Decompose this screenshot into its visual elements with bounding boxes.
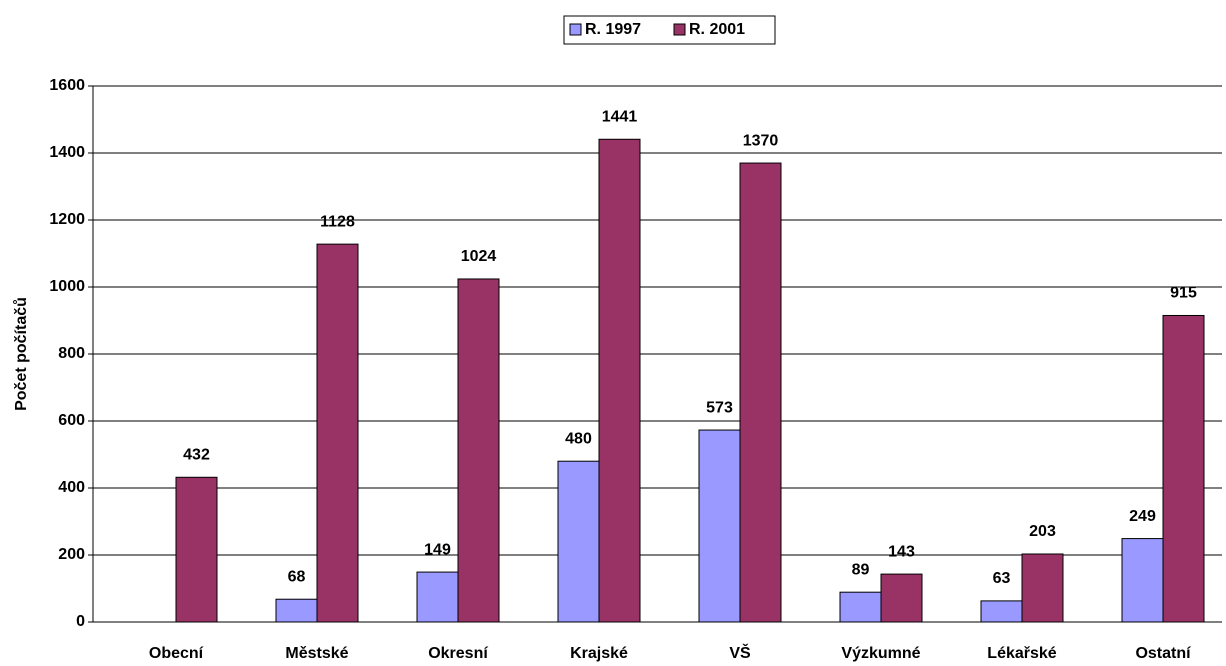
data-label: 1024 — [461, 248, 497, 265]
data-label: 915 — [1170, 285, 1197, 302]
data-label: 143 — [888, 543, 915, 560]
bar — [416, 571, 459, 623]
legend-label: R. 1997 — [585, 21, 641, 38]
legend-swatch — [673, 23, 686, 36]
data-label: 573 — [706, 399, 733, 416]
bar — [275, 598, 318, 623]
y-tick-label: 1600 — [49, 77, 85, 94]
bar — [1162, 314, 1205, 623]
legend-label: R. 2001 — [689, 21, 745, 38]
data-label: 149 — [424, 541, 451, 558]
x-tick-label: Městské — [285, 645, 348, 662]
legend-swatch — [569, 23, 582, 36]
x-tick-label: Ostatní — [1135, 645, 1191, 662]
y-tick-label: 600 — [58, 412, 85, 429]
y-tick-label: 400 — [58, 479, 85, 496]
bar — [557, 460, 600, 623]
y-tick-label: 200 — [58, 546, 85, 563]
bar — [1021, 553, 1064, 623]
y-tick-label: 1000 — [49, 278, 85, 295]
bar — [316, 243, 359, 623]
data-label: 480 — [565, 430, 592, 447]
data-label: 63 — [993, 570, 1011, 587]
bar — [880, 573, 923, 623]
data-label: 1128 — [320, 213, 355, 230]
x-tick-label: Okresní — [428, 645, 488, 662]
y-axis-label: Počet počítačů — [13, 297, 30, 411]
x-tick-label: Lékařské — [987, 645, 1056, 662]
bar — [1121, 538, 1164, 623]
x-tick-label: Výzkumné — [841, 645, 920, 662]
y-tick-label: 1400 — [49, 144, 85, 161]
data-label: 68 — [288, 568, 306, 585]
x-tick-label: Krajské — [570, 645, 628, 662]
data-label: 1441 — [602, 108, 638, 125]
bar — [980, 600, 1023, 623]
bar — [457, 278, 500, 623]
y-tick-label: 800 — [58, 345, 85, 362]
bar — [739, 162, 782, 623]
y-tick-label: 0 — [76, 613, 85, 630]
data-label: 432 — [183, 446, 210, 463]
bar — [175, 476, 218, 623]
data-label: 203 — [1029, 523, 1056, 540]
bar — [698, 429, 741, 623]
bar — [839, 591, 882, 623]
data-label: 1370 — [743, 132, 779, 149]
bar — [598, 138, 641, 623]
legend-box — [563, 15, 776, 45]
y-tick-label: 1200 — [49, 211, 85, 228]
data-label: 89 — [852, 561, 870, 578]
x-tick-label: Obecní — [149, 645, 204, 662]
x-tick-label: VŠ — [729, 643, 751, 662]
data-label: 249 — [1129, 508, 1156, 525]
